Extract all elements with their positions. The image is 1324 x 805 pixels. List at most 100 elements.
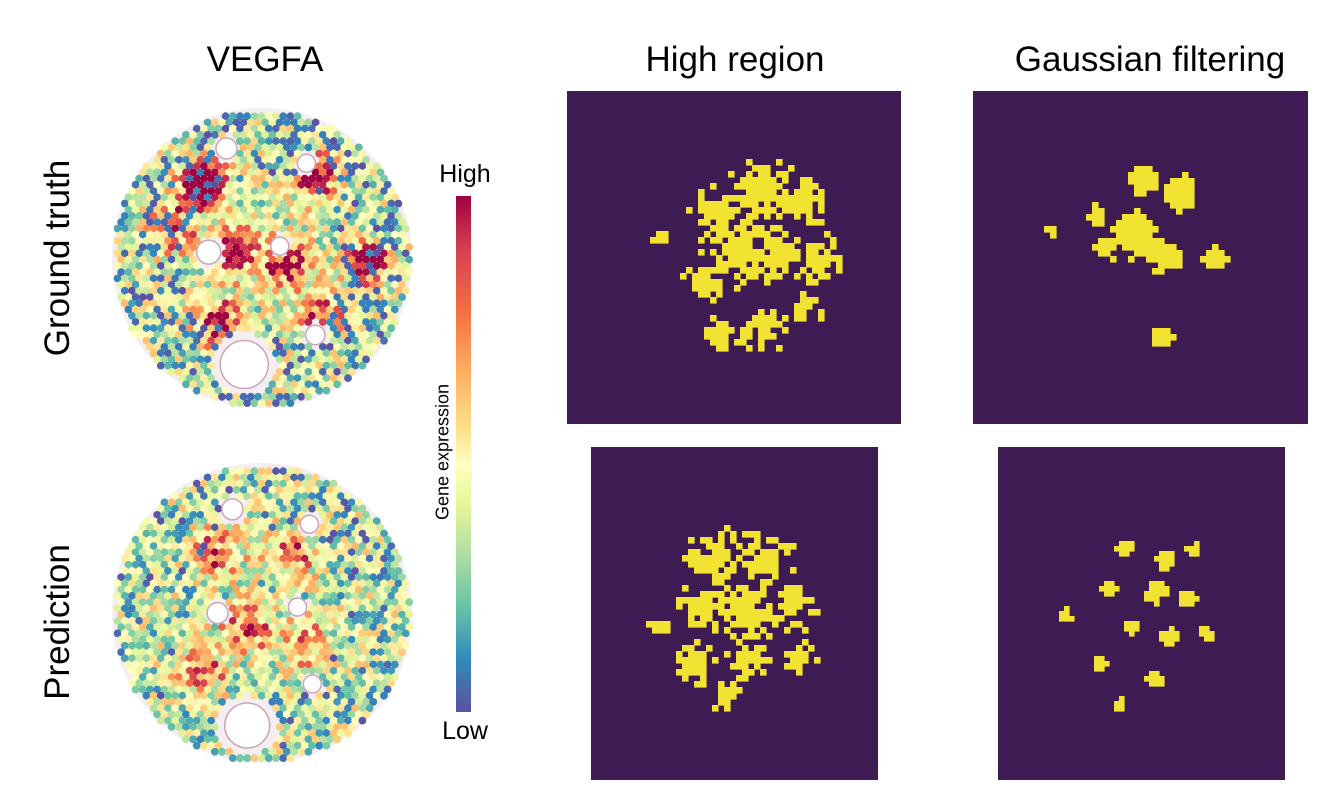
tissue-spot xyxy=(203,305,212,314)
mask-pixel xyxy=(712,627,719,634)
mask-pixel xyxy=(724,573,731,580)
tissue-spot xyxy=(383,293,392,301)
tissue-spot xyxy=(221,386,230,395)
tissue-spot xyxy=(182,318,190,326)
tissue-spot xyxy=(196,330,205,339)
tissue-spot xyxy=(254,473,262,482)
tissue-spot xyxy=(354,535,363,544)
mask-pixel xyxy=(740,279,747,286)
tissue-spot xyxy=(329,629,338,638)
tissue-spot xyxy=(380,187,388,195)
tissue-spot xyxy=(203,698,212,706)
mask-pixel xyxy=(1154,591,1160,597)
tissue-spot xyxy=(156,716,165,725)
tissue-spot xyxy=(344,299,352,308)
tissue-spot xyxy=(135,554,144,563)
tissue-spot xyxy=(297,255,306,264)
tissue-spot xyxy=(347,280,356,289)
tissue-spot xyxy=(124,305,133,314)
tissue-spot xyxy=(236,754,244,762)
tissue-spot xyxy=(167,573,176,582)
tissue-spot xyxy=(167,585,176,594)
tissue-spot xyxy=(160,193,169,202)
tissue-spot xyxy=(185,567,194,575)
tissue-spot xyxy=(326,698,334,706)
tissue-spot xyxy=(347,585,356,594)
tissue-spot xyxy=(203,355,212,364)
tissue-spot xyxy=(243,754,252,762)
mask-pixel xyxy=(802,657,809,664)
tissue-spot xyxy=(171,604,180,613)
tissue-spot xyxy=(362,698,370,706)
mask-pixel xyxy=(802,651,809,658)
mask-pixel xyxy=(694,681,701,688)
tissue-spot xyxy=(315,666,324,675)
tissue-spot xyxy=(174,723,183,731)
tissue-spot xyxy=(167,343,176,351)
tissue-spot xyxy=(333,710,342,719)
tissue-spot xyxy=(146,330,154,339)
tissue-spot xyxy=(347,355,356,364)
mask-pixel xyxy=(770,189,777,196)
tissue-spot xyxy=(322,691,331,700)
tissue-spot xyxy=(344,629,352,638)
tissue-spot xyxy=(282,118,291,127)
tissue-spot xyxy=(354,305,363,314)
tissue-spot xyxy=(243,467,252,476)
mask-pixel xyxy=(794,303,801,310)
tissue-spot xyxy=(372,542,381,550)
tissue-spot xyxy=(160,698,169,706)
tissue-spot xyxy=(264,492,273,501)
tissue-spot xyxy=(394,592,403,600)
tissue-spot xyxy=(261,230,270,239)
mask-pixel xyxy=(1169,551,1175,557)
tissue-spot xyxy=(178,617,187,625)
tissue-spot xyxy=(160,143,169,152)
mask-pixel xyxy=(1164,586,1170,592)
tissue-spot xyxy=(318,318,327,326)
tissue-spot xyxy=(142,529,151,538)
tissue-spot xyxy=(185,492,194,501)
tissue-spot xyxy=(286,112,295,121)
tissue-spot xyxy=(329,349,338,358)
tissue-spot xyxy=(369,305,378,314)
tissue-spot xyxy=(264,224,273,233)
tissue-spot xyxy=(178,149,187,158)
tissue-spot xyxy=(164,149,172,158)
tissue-spot xyxy=(387,579,396,588)
tissue-spot xyxy=(189,280,198,289)
tissue-spot xyxy=(308,212,316,220)
mask-pixel xyxy=(806,219,813,226)
tissue-spot xyxy=(372,567,381,575)
mask-pixel xyxy=(766,555,773,562)
tissue-spot xyxy=(293,212,302,220)
mask-pixel xyxy=(754,561,761,568)
tissue-spot xyxy=(254,118,262,127)
tissue-spot xyxy=(243,162,252,170)
tissue-spot xyxy=(344,604,352,613)
tissue-spot xyxy=(286,579,295,588)
tissue-spot xyxy=(239,548,248,557)
tissue-spot xyxy=(340,180,349,189)
tissue-spot xyxy=(383,255,392,264)
tissue-spot xyxy=(128,199,136,208)
tissue-spot xyxy=(200,224,208,233)
tissue-hole xyxy=(302,674,323,694)
mask-pixel xyxy=(712,561,719,568)
tissue-spot xyxy=(200,592,208,600)
tissue-spot xyxy=(203,143,212,152)
mask-pixel xyxy=(1128,238,1135,245)
mask-pixel xyxy=(742,657,749,664)
tissue-spot xyxy=(225,473,234,482)
tissue-spot xyxy=(113,604,122,613)
tissue-spot xyxy=(207,212,216,220)
mask-pixel xyxy=(734,237,741,244)
mask-pixel xyxy=(646,621,653,628)
tissue-spot xyxy=(160,535,169,544)
mask-pixel xyxy=(1154,586,1160,592)
tissue-spot xyxy=(405,610,414,619)
mask-pixel xyxy=(748,603,755,610)
tissue-spot xyxy=(290,355,298,364)
tissue-spot xyxy=(390,305,399,314)
tissue-spot xyxy=(210,392,219,401)
